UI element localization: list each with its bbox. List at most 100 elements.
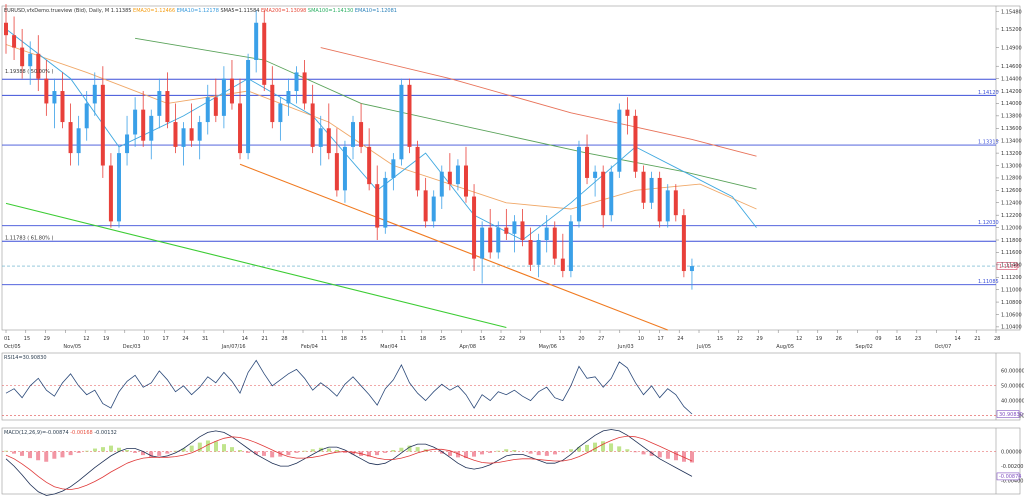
x-tick-label: Aug/05 <box>776 344 794 350</box>
candle-body <box>472 196 477 259</box>
candle-body <box>431 196 436 222</box>
macd-legend-item: MACD(12,26,9)=-0.00874 <box>4 430 69 436</box>
x-tick-label: 22 <box>499 336 505 342</box>
candle-body <box>286 91 291 104</box>
candle-body <box>12 35 17 48</box>
rsi-tick-label: 60.00000 <box>1001 369 1024 375</box>
x-tick-label: 16 <box>895 336 901 342</box>
candle-body <box>560 258 565 272</box>
candle-body <box>278 103 283 123</box>
x-tick-label: 29 <box>519 336 525 342</box>
x-tick-label-2: Oct/05 <box>4 344 21 350</box>
y-tick-label: 1.15480 <box>1001 9 1022 15</box>
candle-body <box>213 97 218 116</box>
macd-tick-label: 0.00000 <box>1001 449 1022 455</box>
candle-body <box>415 146 420 191</box>
y-tick-label: 1.12000 <box>1001 225 1022 231</box>
rsi-current-box <box>996 410 1020 418</box>
trendline <box>5 202 507 329</box>
candle-body <box>496 227 501 253</box>
horizontal-line-label: 1.11085 <box>978 279 999 285</box>
x-tick-label: Sep/02 <box>855 344 872 350</box>
main-legend-item: SMA5=1.11584 <box>219 8 260 14</box>
macd-tick-label: -0.00400 <box>1001 479 1023 485</box>
horizontal-line-label: 1.14120 <box>978 90 999 96</box>
main-legend: EURUSD,vfxDemo.trueview (Bid), Daily, M … <box>4 8 397 14</box>
main-legend-item: SMA100=1.14130 <box>306 8 353 14</box>
x-tick-label: 31 <box>202 336 208 342</box>
candle-body <box>351 122 356 147</box>
candle-body <box>673 190 678 216</box>
candle-body <box>84 103 89 129</box>
candle-body <box>536 240 541 265</box>
rsi-legend: RSI14=30.90830 <box>4 355 47 361</box>
candle-body <box>681 215 686 272</box>
main-legend-item: EMA10=1.12178 <box>175 8 219 14</box>
candle-body <box>359 122 364 147</box>
macd-legend-item: -0.00168 <box>69 430 93 436</box>
candle-body <box>423 190 428 222</box>
candle-body <box>383 177 388 228</box>
x-tick-label: May/06 <box>539 344 557 350</box>
x-tick-label: 18 <box>420 336 426 342</box>
candle-body <box>294 72 299 92</box>
candle-body <box>633 115 638 172</box>
candle-body <box>609 171 614 216</box>
candle-body <box>585 146 590 178</box>
main-legend-item: EMA10=1.12081 <box>353 8 397 14</box>
x-tick-label: 01 <box>4 336 10 342</box>
candle-body <box>601 171 606 216</box>
candle-body <box>544 227 549 240</box>
x-tick-label: 24 <box>182 336 188 342</box>
candle-body <box>576 146 581 222</box>
y-tick-label: 1.13000 <box>1001 163 1022 169</box>
x-tick-label: 24 <box>677 336 683 342</box>
macd-legend: MACD(12,26,9)=-0.00874 -0.00168 -0.00132 <box>4 430 117 436</box>
main-legend-item: EMA200=1.13098 <box>259 8 306 14</box>
candle-body <box>52 91 57 104</box>
candle-body <box>552 227 557 259</box>
y-tick-label: 1.12800 <box>1001 176 1022 182</box>
main-pane <box>1 5 1021 331</box>
x-tick-label: 20 <box>578 336 584 342</box>
candle-body <box>310 103 315 147</box>
x-tick-label: 15 <box>717 336 723 342</box>
candle-body <box>100 84 105 166</box>
candle-body <box>649 177 654 203</box>
x-tick-label: 15 <box>24 336 30 342</box>
candle-body <box>189 128 194 141</box>
candle-body <box>165 91 170 123</box>
candle-body <box>108 165 113 222</box>
x-tick-label: 21 <box>261 336 267 342</box>
x-tick-label: 28 <box>281 336 287 342</box>
macd-current-label: -0.00874 <box>999 474 1021 480</box>
trendline <box>239 163 668 331</box>
candle-body <box>125 134 130 154</box>
candle-body <box>528 240 533 265</box>
candle-body <box>4 22 8 36</box>
candle-body <box>68 122 73 154</box>
candle-body <box>512 221 517 234</box>
rsi-line <box>5 359 693 415</box>
candle-body <box>657 177 662 222</box>
candle-body <box>463 165 468 197</box>
candle-body <box>455 165 460 185</box>
y-tick-label: 1.12600 <box>1001 188 1022 194</box>
candle-body <box>520 221 525 240</box>
rsi-pane <box>1 352 1021 421</box>
rsi-tick-label: 40.00000 <box>1001 398 1024 404</box>
x-tick-label: 19 <box>816 336 822 342</box>
macd-pane <box>1 427 1021 495</box>
candle-body <box>326 128 331 154</box>
x-tick-label: Jan/07/16 <box>221 344 246 350</box>
x-tick-label: Jul/05 <box>696 344 711 350</box>
candle-body <box>504 227 509 234</box>
candle-body <box>36 53 41 79</box>
x-tick-label: 18 <box>341 336 347 342</box>
fib-label: 1.19388 ( 50.00% ) <box>5 69 53 75</box>
fib-label: 1.11783 ( 61.80% ) <box>5 236 53 242</box>
x-tick-label: 29 <box>756 336 762 342</box>
y-tick-label: 1.11000 <box>1001 287 1022 293</box>
x-tick-label: Nov/05 <box>63 344 81 350</box>
rsi-legend-item: RSI14=30.90830 <box>4 355 47 361</box>
